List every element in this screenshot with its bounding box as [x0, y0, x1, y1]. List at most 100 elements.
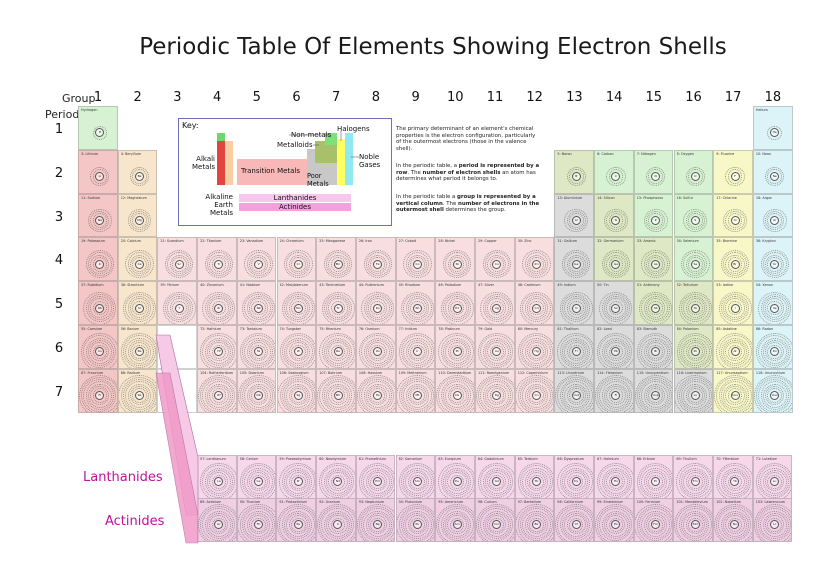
element-cell[interactable]: 10: Neon Ne [752, 149, 793, 194]
element-cell[interactable]: 101: Mendelevium Md [673, 498, 714, 542]
element-cell[interactable]: 53: Iodine I [713, 281, 753, 325]
element-cell[interactable]: 110: Darmstadtium Ds [435, 368, 475, 413]
element-cell[interactable]: 108: Hassium Hs [355, 368, 396, 413]
element-cell[interactable]: 3: Lithium Li [78, 149, 118, 194]
element-cell[interactable]: 104: Rutherfordium Rf [197, 368, 237, 413]
element-cell[interactable]: 14: Silicon Si [594, 193, 634, 238]
element-cell[interactable]: 59: Praseodymium Pr [276, 455, 317, 499]
element-cell[interactable]: 47: Silver Ag [475, 281, 515, 325]
element-cell[interactable]: 79: Gold Au [475, 325, 515, 369]
element-cell[interactable]: 60: Neodymium Nd [316, 455, 356, 499]
element-cell[interactable]: 30: Zinc Zn [514, 237, 555, 282]
element-cell[interactable]: 76: Osmium Os [355, 325, 396, 369]
element-cell[interactable]: 45: Rhodium Rh [395, 281, 436, 325]
element-cell[interactable]: 50: Tin Sn [594, 281, 634, 325]
element-cell[interactable]: Helium He [752, 106, 793, 150]
element-cell[interactable]: 37: Rubidium Rb [78, 281, 118, 325]
element-cell[interactable]: 62: Samarium Sm [395, 455, 436, 499]
element-cell[interactable]: 28: Nickel Ni [435, 237, 475, 282]
element-cell[interactable]: 36: Krypton Kr [752, 237, 793, 282]
element-cell[interactable]: 89: Actinium Ac [197, 498, 237, 542]
element-cell[interactable]: 107: Bohrium Bh [316, 368, 356, 413]
element-cell[interactable]: 25: Manganese Mn [316, 237, 356, 282]
element-cell[interactable]: 63: Europium Eu [435, 455, 475, 499]
element-cell[interactable]: Hydrogen H [78, 106, 118, 150]
element-cell[interactable]: 13: Aluminium Al [554, 193, 595, 238]
element-cell[interactable]: 17: Chlorine Cl [713, 193, 753, 238]
element-cell[interactable]: 114: Flerovium Fl [594, 368, 634, 413]
element-cell[interactable]: 91: Protactinium Pa [276, 498, 317, 542]
element-cell[interactable]: 81: Thallium Tl [554, 325, 595, 369]
element-cell[interactable]: 68: Erbium Er [633, 455, 674, 499]
element-cell[interactable]: 117: Ununseptium Uus [713, 368, 753, 413]
element-cell[interactable]: 90: Thorium Th [236, 498, 277, 542]
element-cell[interactable]: 92: Uranium U [316, 498, 356, 542]
element-cell[interactable]: 6: Carbon C [594, 149, 634, 194]
element-cell[interactable]: 38: Strontium Sr [117, 281, 158, 325]
element-cell[interactable]: 109: Meitnerium Mt [395, 368, 436, 413]
element-cell[interactable]: 66: Dysprosium Dy [554, 455, 594, 499]
element-cell[interactable]: 88: Radium Ra [117, 368, 158, 413]
element-cell[interactable]: 65: Terbium Tb [514, 455, 555, 499]
element-cell[interactable]: 51: Antimony Sb [633, 281, 674, 325]
element-cell[interactable]: 75: Rhenium Re [316, 325, 356, 369]
element-cell[interactable]: 98: Californium Cf [554, 498, 594, 542]
element-cell[interactable]: 44: Ruthenium Ru [355, 281, 396, 325]
element-cell[interactable]: 71: Lutetium Lu [752, 455, 793, 499]
element-cell[interactable]: 7: Nitrogen N [633, 149, 674, 194]
element-cell[interactable]: 34: Selenium Se [673, 237, 714, 282]
element-cell[interactable]: 43: Technetium Tc [316, 281, 356, 325]
element-cell[interactable]: 99: Einsteinium Es [594, 498, 634, 542]
element-cell[interactable]: 12: Magnesium Mg [117, 193, 158, 238]
element-cell[interactable]: 83: Bismuth Bi [633, 325, 674, 369]
element-cell[interactable]: 16: Sulfur S [673, 193, 714, 238]
element-cell[interactable]: 24: Chromium Cr [276, 237, 317, 282]
element-cell[interactable]: 54: Xenon Xe [752, 281, 793, 325]
element-cell[interactable]: 39: Yttrium Y [157, 281, 198, 325]
element-cell[interactable]: 93: Neptunium Np [355, 498, 396, 542]
element-cell[interactable]: 95: Americium Am [435, 498, 475, 542]
element-cell[interactable]: 70: Ytterbium Yb [713, 455, 753, 499]
element-cell[interactable]: 58: Cerium Ce [236, 455, 277, 499]
element-cell[interactable]: 97: Berkelium Bk [514, 498, 555, 542]
element-cell[interactable]: 96: Curium Cm [474, 498, 515, 542]
element-cell[interactable]: 26: Iron Fe [355, 237, 396, 282]
element-cell[interactable]: 11: Sodium Na [78, 193, 118, 238]
element-cell[interactable]: 55: Caesium Cs [78, 325, 118, 369]
element-cell[interactable]: 69: Thulium Tm [673, 455, 714, 499]
element-cell[interactable]: 64: Gadolinium Gd [474, 455, 515, 499]
element-cell[interactable]: 86: Radon Rn [752, 325, 793, 369]
element-cell[interactable]: 77: Iridium Ir [395, 325, 436, 369]
element-cell[interactable]: 72: Hafnium Hf [197, 325, 237, 369]
element-cell[interactable]: 40: Zirconium Zr [197, 281, 237, 325]
element-cell[interactable]: 52: Tellurium Te [673, 281, 714, 325]
element-cell[interactable]: 73: Tantalum Ta [236, 325, 277, 369]
element-cell[interactable]: 118: Ununoctium Uuo [752, 368, 793, 413]
element-cell[interactable]: 22: Titanium Ti [197, 237, 237, 282]
element-cell[interactable]: 20: Calcium Ca [117, 237, 158, 282]
element-cell[interactable]: 9: Fluorine F [713, 149, 753, 194]
element-cell[interactable]: 15: Phosphorus P [633, 193, 674, 238]
element-cell[interactable]: 41: Niobium Nb [236, 281, 277, 325]
element-cell[interactable]: 111: Roentgenium Rg [475, 368, 515, 413]
element-cell[interactable]: 116: Livermorium Lv [673, 368, 714, 413]
element-cell[interactable]: 23: Vanadium V [236, 237, 277, 282]
element-cell[interactable]: 103: Lawrencium Lr [752, 498, 793, 542]
element-cell[interactable]: 48: Cadmium Cd [514, 281, 555, 325]
element-cell[interactable]: 113: Ununtrium Uut [554, 368, 595, 413]
element-cell[interactable]: 31: Gallium Ga [554, 237, 595, 282]
element-cell[interactable]: 74: Tungsten W [276, 325, 317, 369]
element-cell[interactable]: 115: Ununpentium Uup [633, 368, 674, 413]
element-cell[interactable]: 46: Palladium Pd [435, 281, 475, 325]
element-cell[interactable]: 82: Lead Pb [594, 325, 634, 369]
element-cell[interactable]: 105: Dubnium Db [236, 368, 277, 413]
element-cell[interactable]: 100: Fermium Fm [633, 498, 674, 542]
element-cell[interactable]: 56: Barium Ba [117, 325, 158, 369]
element-cell[interactable]: 106: Seaborgium Sg [276, 368, 317, 413]
element-cell[interactable]: 80: Mercury Hg [514, 325, 555, 369]
element-cell[interactable]: 5: Boron B [554, 149, 595, 194]
element-cell[interactable]: 84: Polonium Po [673, 325, 714, 369]
element-cell[interactable]: 18: Argon Ar [752, 193, 793, 238]
element-cell[interactable]: 33: Arsenic As [633, 237, 674, 282]
element-cell[interactable]: 61: Promethium Pm [355, 455, 396, 499]
